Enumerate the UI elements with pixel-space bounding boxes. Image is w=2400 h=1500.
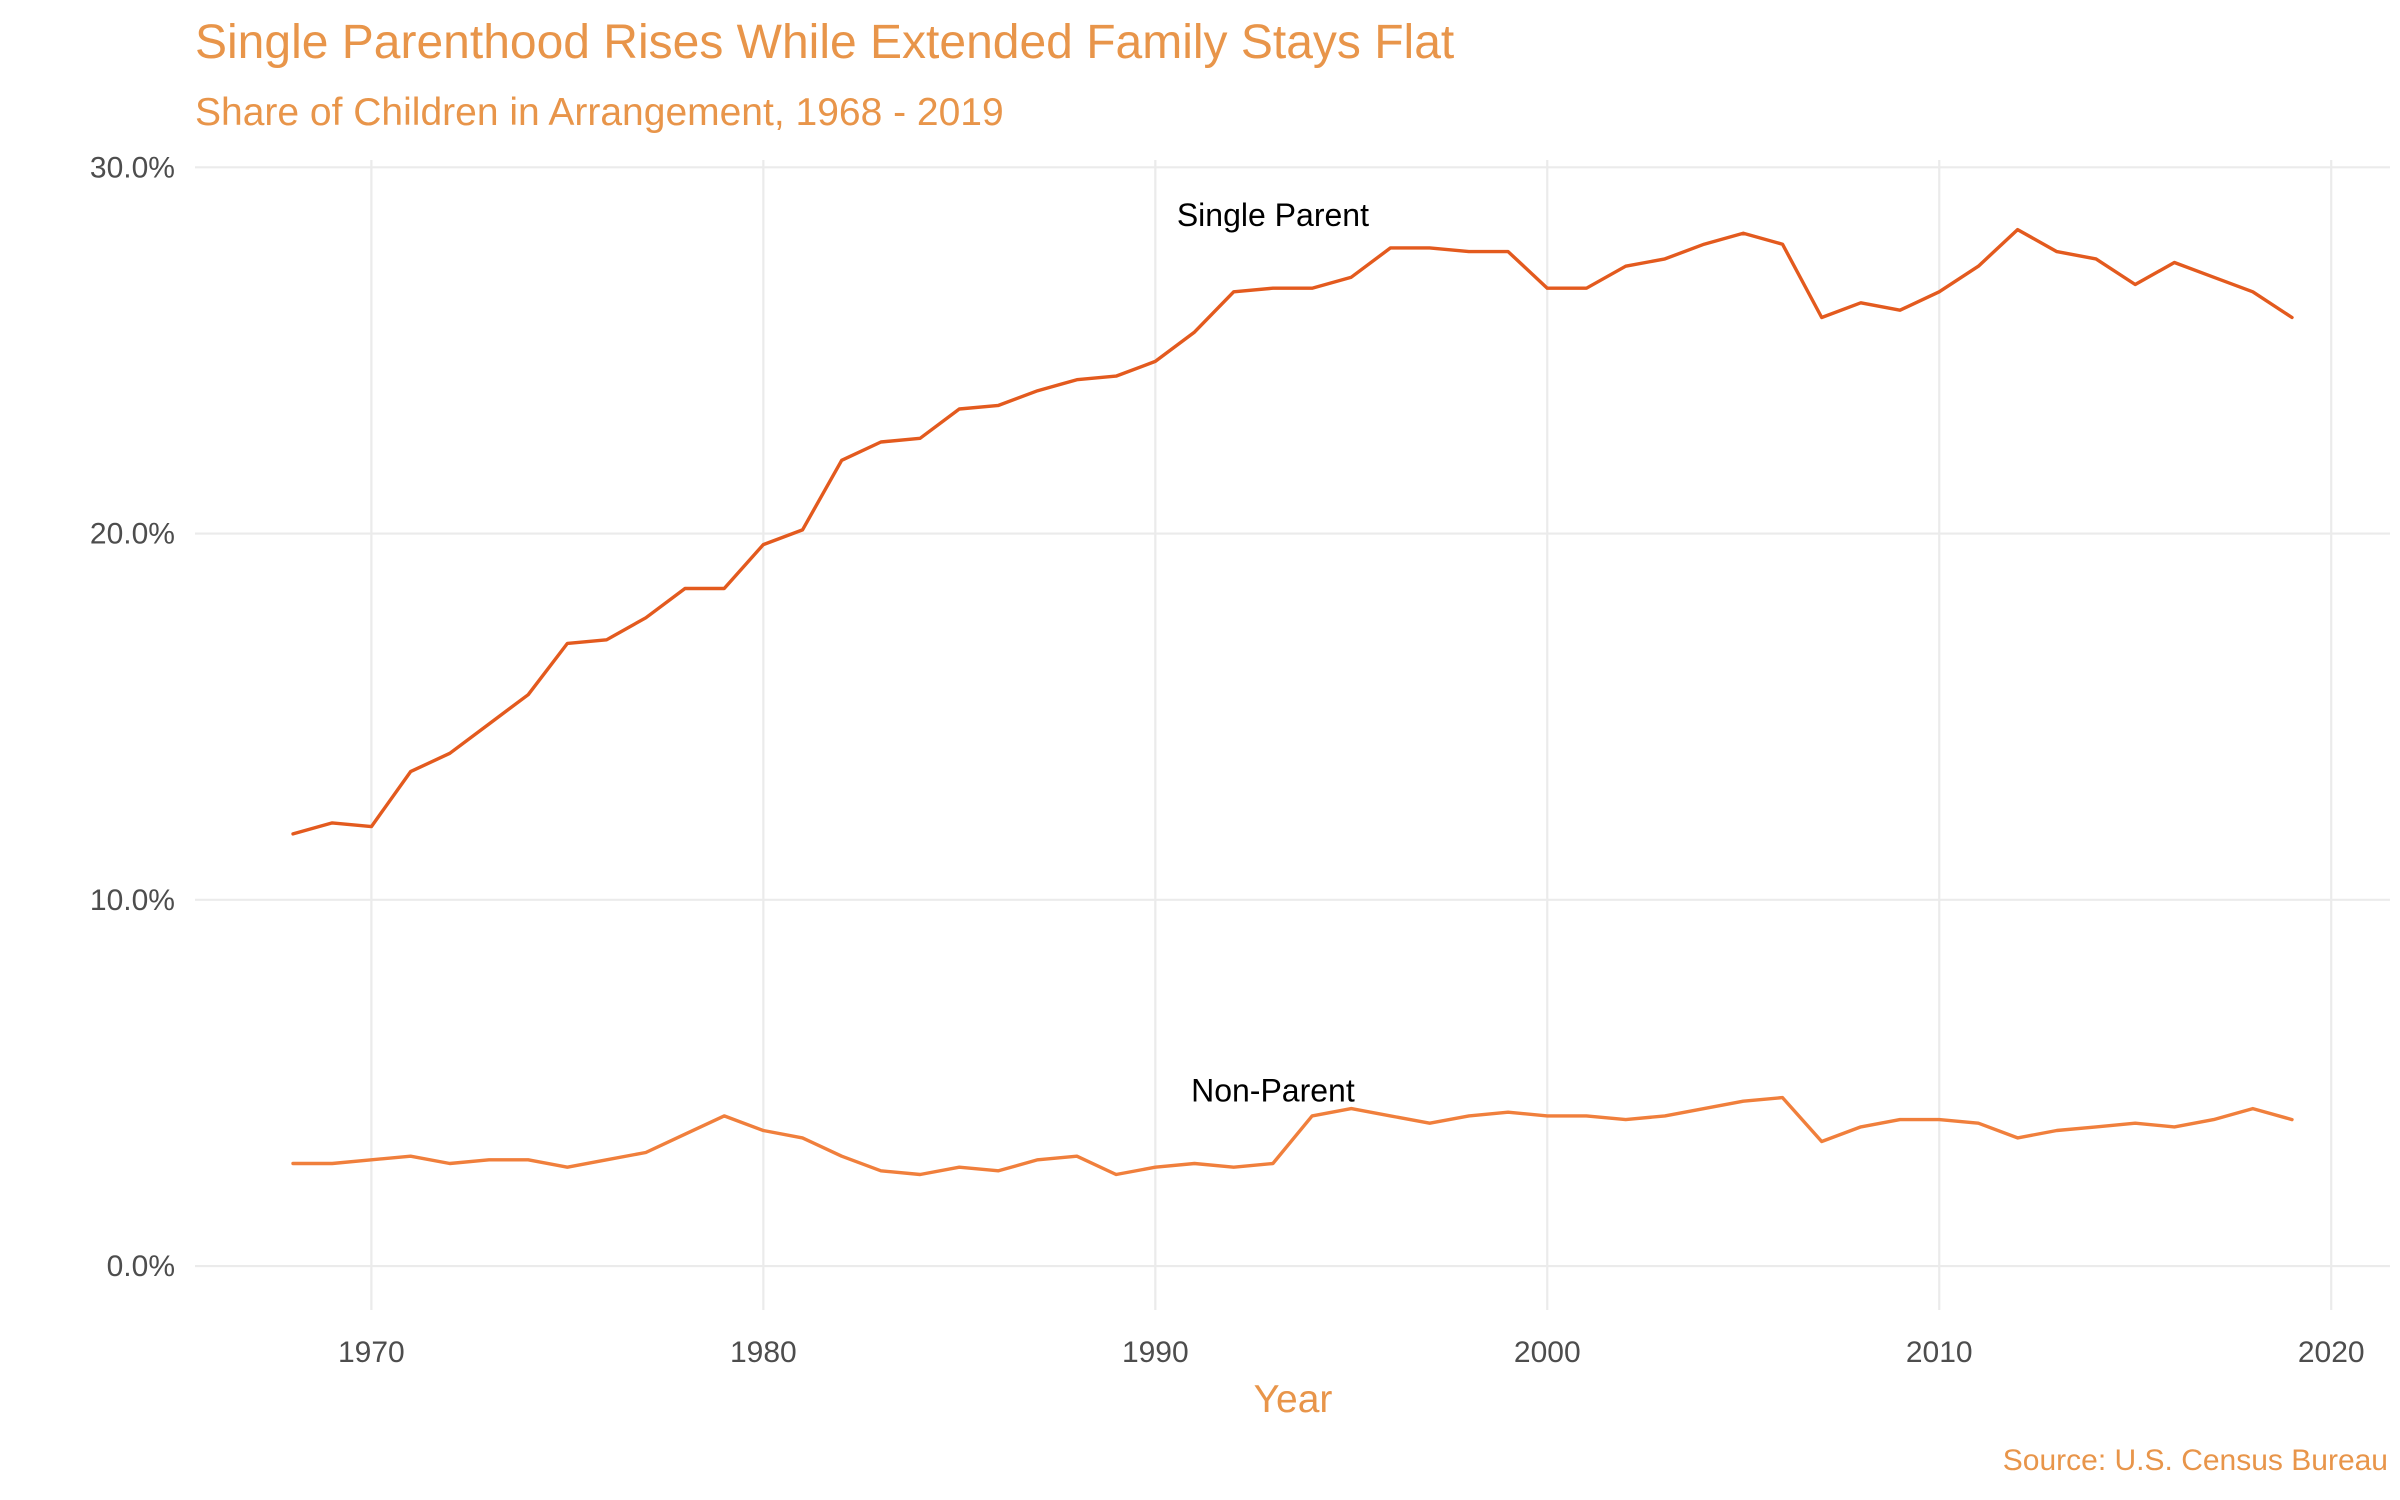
chart-title: Single Parenthood Rises While Extended F…: [195, 16, 1454, 69]
series-label-non-parent: Non-Parent: [1191, 1072, 1355, 1108]
series-line-non-parent: [291, 1095, 2294, 1177]
y-tick-label: 0.0%: [107, 1250, 175, 1283]
chart-subtitle: Share of Children in Arrangement, 1968 -…: [195, 91, 1004, 134]
x-tick-label: 2020: [2298, 1336, 2365, 1369]
series-labels: Single Parent Non-Parent: [1177, 197, 1369, 1108]
source-caption: Source: U.S. Census Bureau: [2003, 1444, 2388, 1477]
series-label-single-parent: Single Parent: [1177, 197, 1369, 233]
x-tick-label: 1970: [338, 1336, 405, 1369]
series-line-single-parent: [291, 227, 2294, 836]
x-tick-label: 2000: [1514, 1336, 1581, 1369]
gridlines: [195, 160, 2390, 1310]
x-tick-label: 2010: [1906, 1336, 1973, 1369]
x-axis-title: Year: [1254, 1378, 1333, 1421]
x-tick-label: 1980: [730, 1336, 797, 1369]
y-tick-label: 30.0%: [90, 151, 175, 184]
y-tick-label: 10.0%: [90, 884, 175, 917]
x-axis-tick-labels: 1970 1980 1990 2000 2010 2020: [338, 1336, 2365, 1369]
x-tick-label: 1990: [1122, 1336, 1189, 1369]
y-tick-label: 20.0%: [90, 518, 175, 551]
y-axis-tick-labels: 0.0% 10.0% 20.0% 30.0%: [90, 151, 175, 1283]
series-lines: [291, 227, 2294, 1177]
